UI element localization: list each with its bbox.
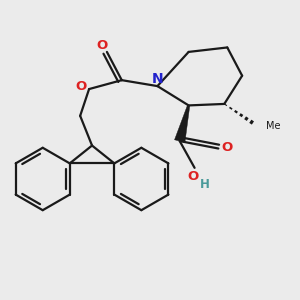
Text: O: O [97,39,108,52]
Text: H: H [200,178,210,191]
Text: O: O [222,140,233,154]
Text: O: O [188,170,199,183]
Text: Me: Me [266,121,280,131]
Text: O: O [75,80,86,93]
Text: N: N [152,72,163,86]
Polygon shape [175,105,190,142]
